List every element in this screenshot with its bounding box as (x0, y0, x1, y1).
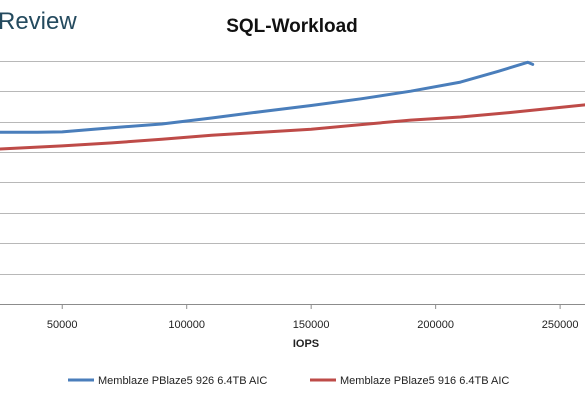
chart-title: SQL-Workload (226, 16, 358, 37)
series-lines (0, 60, 585, 151)
x-tick-label: 50000 (47, 319, 78, 331)
gridlines (0, 61, 585, 305)
series-line-2 (0, 103, 585, 151)
x-tick-label: 250000 (542, 319, 579, 331)
legend: Memblaze PBlaze5 926 6.4TB AIC Memblaze P… (68, 375, 509, 387)
x-axis-ticks: 50000 100000 150000 200000 250000 (47, 304, 579, 331)
x-tick-label: 150000 (293, 319, 330, 331)
x-axis-label: IOPS (293, 338, 319, 350)
x-tick-label: 200000 (417, 319, 454, 331)
series-line-1 (0, 60, 535, 134)
x-tick-label: 100000 (168, 319, 205, 331)
legend-label: Memblaze PBlaze5 926 6.4TB AIC (98, 375, 267, 387)
brand-watermark: Review (0, 8, 77, 35)
legend-label: Memblaze PBlaze5 916 6.4TB AIC (340, 375, 509, 387)
